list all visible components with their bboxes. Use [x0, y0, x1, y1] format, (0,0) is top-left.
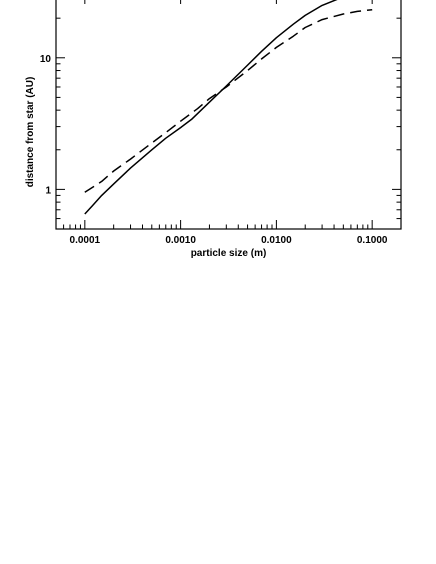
plot-frame	[55, 0, 402, 230]
x-tick-label: 0.0001	[70, 235, 101, 246]
x-tick-label: 0.0010	[165, 235, 196, 246]
y-tick-label: 1	[45, 185, 51, 196]
x-axis-title: particle size (m)	[191, 248, 267, 259]
y-axis-title: distance from star (AU)	[25, 77, 36, 188]
x-tick-label: 0.1000	[357, 235, 388, 246]
tick-labels: 0.0001 0.0010 0.0100 0.1000 1 10	[40, 54, 388, 246]
axis-ticks	[55, 0, 402, 230]
series-line-solid	[84, 0, 338, 215]
series-lines	[84, 0, 373, 215]
x-tick-label: 0.0100	[261, 235, 292, 246]
series-line-dashed	[84, 8, 373, 193]
plot-border	[55, 0, 402, 230]
y-tick-label: 10	[40, 54, 52, 65]
